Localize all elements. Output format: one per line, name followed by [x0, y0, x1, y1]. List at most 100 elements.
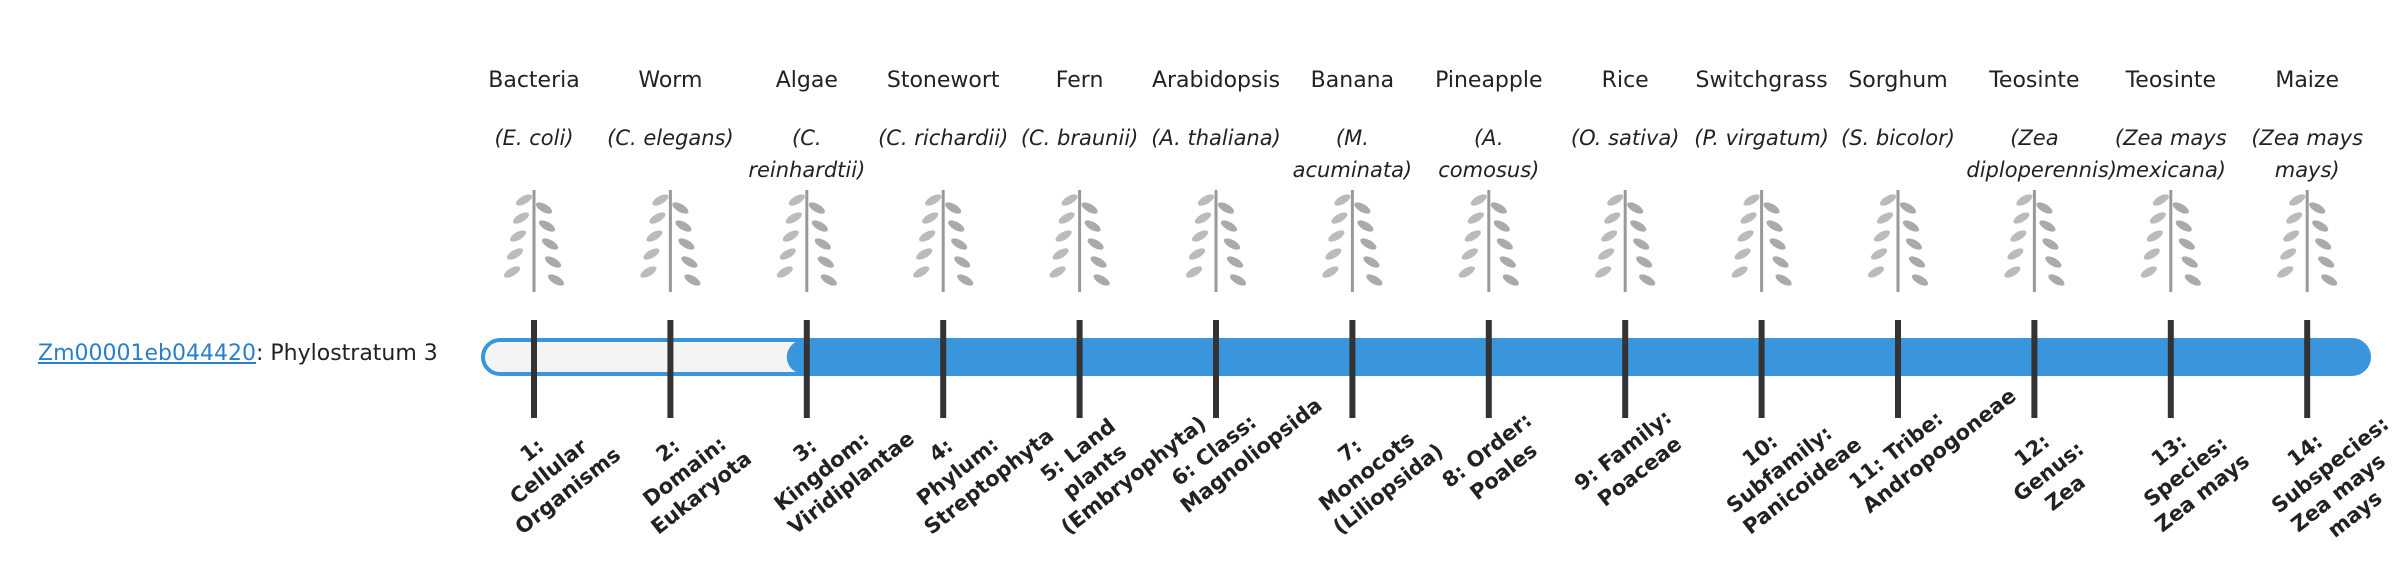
leaf [2312, 220, 2329, 232]
leaf [811, 220, 828, 232]
leaf [913, 266, 930, 278]
phylostratum-label: Phylostratum 3 [270, 341, 438, 366]
leaf [2048, 274, 2065, 286]
leaf [2181, 256, 2198, 268]
leaf [1490, 202, 1507, 214]
organism-species: (C. reinhardtii) [748, 126, 866, 182]
leaf [1467, 212, 1484, 224]
organism-name: Algae [775, 68, 838, 93]
leaf [541, 238, 559, 250]
bar-fill-end [820, 340, 2335, 374]
leaf [1911, 274, 1929, 286]
leaf [1769, 238, 1786, 250]
leaf [2042, 238, 2059, 250]
leaf [916, 248, 933, 260]
organism-species: (P. virgatum) [1694, 126, 1829, 150]
leaf [808, 202, 825, 214]
leaf [1458, 266, 1475, 278]
leaf [2175, 220, 2192, 232]
organism-name: Rice [1601, 68, 1649, 93]
leaf [1328, 230, 1345, 242]
leaf [675, 220, 692, 232]
leaf [1627, 202, 1644, 214]
organism-name: Arabidopsis [1151, 68, 1281, 93]
leaf [1899, 202, 1917, 214]
organism-illustration [1049, 190, 1110, 292]
leaf [1734, 248, 1751, 260]
organism-name: Banana [1310, 68, 1395, 93]
leaf [1090, 256, 1107, 268]
leaf [2016, 194, 2033, 206]
leaf [2143, 248, 2160, 260]
organism-illustration [776, 190, 837, 292]
leaf [1604, 212, 1621, 224]
leaf [2172, 202, 2189, 214]
leaf [1334, 194, 1351, 206]
leaf [2149, 212, 2166, 224]
leaf [1607, 194, 1624, 206]
leaf [1499, 256, 1516, 268]
organism-name: Switchgrass [1695, 68, 1828, 93]
leaf [1087, 238, 1104, 250]
leaf [1220, 220, 1238, 232]
leaf [2146, 230, 2163, 242]
leaf [2184, 274, 2201, 286]
leaf [2277, 266, 2294, 278]
leaf [776, 266, 793, 278]
organism-species: (C. braunii) [1020, 126, 1139, 150]
leaf [640, 266, 657, 278]
leaf [1360, 238, 1377, 250]
separator: : [255, 341, 271, 366]
organism-species: (S. bicolor) [1841, 126, 1955, 150]
organism-species: (Zea mays mays) [2251, 126, 2364, 182]
leaf [649, 212, 666, 224]
leaf [2036, 202, 2053, 214]
organism-name: Pineapple [1435, 68, 1543, 93]
leaf [922, 212, 939, 224]
leaf [1354, 202, 1371, 214]
leaf [1743, 194, 1760, 206]
leaf [1470, 194, 1487, 206]
leaf [1084, 220, 1101, 232]
leaf [2152, 194, 2169, 206]
leaf [1197, 194, 1215, 206]
organism-species: (A. thaliana) [1151, 126, 1281, 150]
organism-name: Teosinte [1989, 68, 2080, 93]
leaf [1775, 274, 1792, 286]
leaf [2286, 212, 2303, 224]
leaf [2315, 238, 2332, 250]
leaf [512, 212, 530, 224]
leaf [1595, 266, 1612, 278]
leaf [779, 248, 796, 260]
leaf [1185, 266, 1203, 278]
leaf [1601, 230, 1618, 242]
leaf [1902, 220, 1920, 232]
leaf [1191, 230, 1209, 242]
leaf [1630, 220, 1647, 232]
leaf [945, 202, 962, 214]
leaf [820, 274, 837, 286]
leaf [1229, 274, 1247, 286]
leaf [948, 220, 965, 232]
leaf [1731, 266, 1748, 278]
leaf [1502, 274, 1519, 286]
leaf [535, 202, 553, 214]
leaf [2004, 266, 2021, 278]
leaf [1873, 230, 1891, 242]
leaf [2283, 230, 2300, 242]
gene-link[interactable]: Zm00001eb044420 [38, 341, 256, 366]
leaf [646, 230, 663, 242]
leaf [1908, 256, 1926, 268]
organism-illustration [1595, 190, 1656, 292]
leaf [678, 238, 695, 250]
leaf [506, 248, 524, 260]
leaf [782, 230, 799, 242]
organism-illustration [2277, 190, 2338, 292]
organism-species: (C. richardii) [878, 126, 1009, 150]
leaf [925, 194, 942, 206]
leaf [2039, 220, 2056, 232]
leaf [957, 274, 974, 286]
leaf [2289, 194, 2306, 206]
